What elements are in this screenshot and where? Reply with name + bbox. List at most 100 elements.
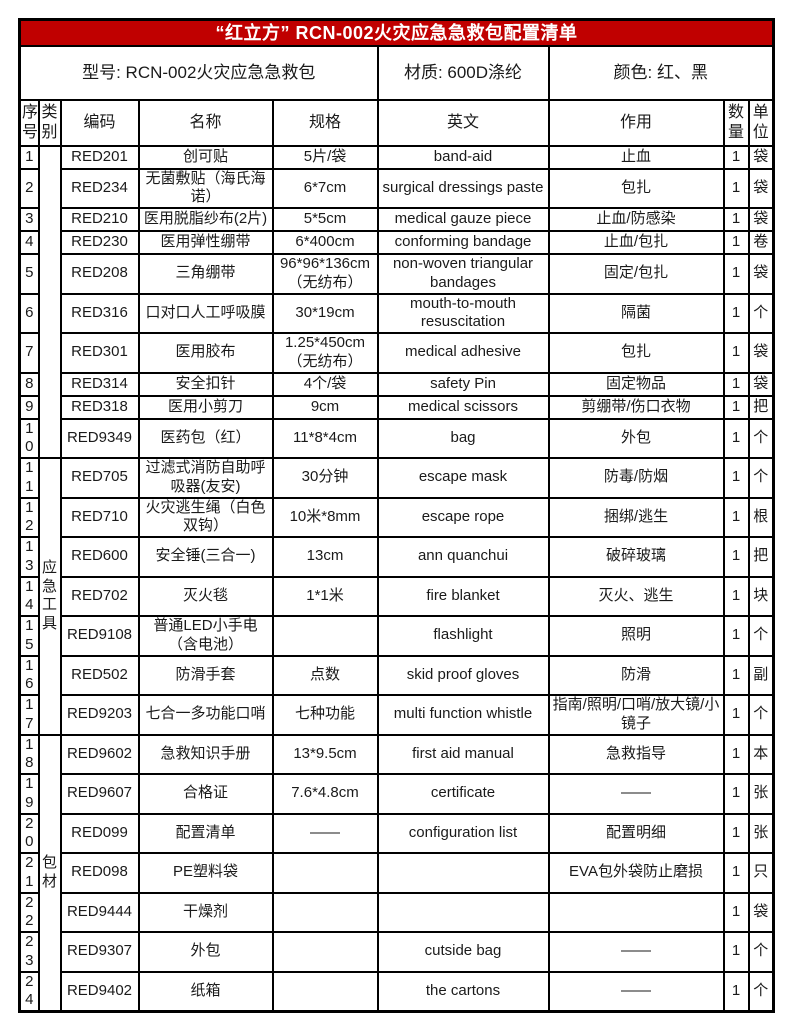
cell-english: bag	[376, 417, 550, 459]
cell-code: RED301	[59, 332, 140, 374]
cell-unit: 个	[747, 457, 775, 499]
cell-index: 24	[18, 970, 40, 1013]
col-header-unit: 单位	[747, 98, 775, 147]
cell-index: 11	[18, 457, 40, 499]
cell-index: 15	[18, 615, 40, 657]
cell-index: 3	[18, 207, 40, 232]
cell-name: 急救知识手册	[137, 733, 274, 775]
cell-function: ——	[547, 773, 725, 815]
cell-code: RED208	[59, 253, 140, 295]
col-header-code: 编码	[59, 98, 140, 147]
cell-english: skid proof gloves	[376, 654, 550, 696]
cell-code: RED9108	[59, 615, 140, 657]
cell-qty: 1	[722, 536, 750, 578]
cell-function: ——	[547, 931, 725, 973]
cell-qty: 1	[722, 615, 750, 657]
cell-name: 安全锤(三合一)	[137, 536, 274, 578]
cell-function: 破碎玻璃	[547, 536, 725, 578]
table-row: 11 应急工具 RED705 过滤式消防自助呼吸器(友安) 30分钟 escape mas…	[18, 457, 775, 736]
cell-function: 止血/包扎	[547, 230, 725, 255]
cell-spec: 5*5cm	[271, 207, 379, 232]
cell-function: 捆绑/逃生	[547, 496, 725, 538]
cell-name: 防滑手套	[137, 654, 274, 696]
cell-function: 灭火、逃生	[547, 575, 725, 617]
cell-english: non-woven triangular bandages	[376, 253, 550, 295]
cell-function: 防滑	[547, 654, 725, 696]
cell-name: 安全扣针	[137, 371, 274, 397]
col-header-name: 名称	[137, 98, 274, 147]
cell-english: fire blanket	[376, 575, 550, 617]
cell-spec	[271, 891, 379, 933]
cell-english: flashlight	[376, 615, 550, 657]
cell-code: RED099	[59, 812, 140, 854]
cell-unit: 个	[747, 615, 775, 657]
cell-qty: 1	[722, 891, 750, 933]
cell-unit: 只	[747, 852, 775, 894]
category-cell: 包材	[37, 733, 62, 1013]
cell-unit: 个	[747, 970, 775, 1013]
cell-code: RED201	[59, 144, 140, 170]
table-row: 21 RED098 PE塑料袋 EVA包外袋防止磨损 1 只	[18, 852, 775, 894]
cell-name: 过滤式消防自助呼吸器(友安)	[137, 457, 274, 499]
table-row: 16 RED502 防滑手套 点数 skid proof gloves 防滑 1 副	[18, 654, 775, 696]
cell-spec: 点数	[271, 654, 379, 696]
cell-qty: 1	[722, 654, 750, 696]
cell-spec: 4个/袋	[271, 371, 379, 397]
cell-function	[547, 891, 725, 933]
cell-index: 23	[18, 931, 40, 973]
cell-english: medical adhesive	[376, 332, 550, 374]
cell-english: escape mask	[376, 457, 550, 499]
col-header-english: 英文	[376, 98, 550, 147]
cell-english	[376, 891, 550, 933]
cell-qty: 1	[722, 417, 750, 459]
cell-spec: 1*1米	[271, 575, 379, 617]
cell-unit: 袋	[747, 891, 775, 933]
cell-code: RED9402	[59, 970, 140, 1013]
cell-name: 合格证	[137, 773, 274, 815]
table-row: 1 RED201 创可贴 5片/袋 band-aid 止血 1 袋	[18, 144, 775, 459]
cell-code: RED9307	[59, 931, 140, 973]
cell-function: EVA包外袋防止磨损	[547, 852, 725, 894]
cell-spec: ——	[271, 812, 379, 854]
cell-spec: 96*96*136cm（无纺布）	[271, 253, 379, 295]
table-row: 14 RED702 灭火毯 1*1米 fire blanket 灭火、逃生 1 块	[18, 575, 775, 617]
cell-name: 普通LED小手电（含电池）	[137, 615, 274, 657]
cell-code: RED502	[59, 654, 140, 696]
cell-name: 无菌敷贴（海氏海诺）	[137, 167, 274, 209]
cell-code: RED318	[59, 394, 140, 420]
cell-name: 医用胶布	[137, 332, 274, 374]
table-row: 10 RED9349 医药包（红） 11*8*4cm bag 外包 1 个	[18, 417, 775, 459]
cell-unit: 袋	[747, 167, 775, 209]
cell-function: 指南/照明/口哨/放大镜/小镜子	[547, 694, 725, 736]
cell-index: 19	[18, 773, 40, 815]
cell-english: conforming bandage	[376, 230, 550, 255]
cell-unit: 个	[747, 292, 775, 334]
cell-qty: 1	[722, 575, 750, 617]
cell-qty: 1	[722, 970, 750, 1013]
table-row: 5 RED208 三角绷带 96*96*136cm（无纺布） non-woven tri…	[18, 253, 775, 295]
cell-unit: 袋	[747, 371, 775, 397]
cell-english: escape rope	[376, 496, 550, 538]
cell-spec: 10米*8mm	[271, 496, 379, 538]
table-row: 22 RED9444 干燥剂 1 袋	[18, 891, 775, 933]
cell-index: 12	[18, 496, 40, 538]
cell-unit: 卷	[747, 230, 775, 255]
table-row: 9 RED318 医用小剪刀 9cm medical scissors 剪绷带/伤口衣物 1…	[18, 394, 775, 420]
cell-qty: 1	[722, 931, 750, 973]
cell-unit: 张	[747, 812, 775, 854]
cell-spec	[271, 970, 379, 1013]
cell-function: 外包	[547, 417, 725, 459]
cell-code: RED710	[59, 496, 140, 538]
cell-spec: 5片/袋	[271, 144, 379, 170]
cell-index: 7	[18, 332, 40, 374]
cell-index: 20	[18, 812, 40, 854]
cell-qty: 1	[722, 292, 750, 334]
cell-code: RED9349	[59, 417, 140, 459]
cell-spec: 7.6*4.8cm	[271, 773, 379, 815]
cell-name: PE塑料袋	[137, 852, 274, 894]
table-row: 23 RED9307 外包 cutside bag —— 1 个	[18, 931, 775, 973]
cell-unit: 张	[747, 773, 775, 815]
cell-function: 包扎	[547, 332, 725, 374]
cell-code: RED9602	[59, 733, 140, 775]
cell-name: 三角绷带	[137, 253, 274, 295]
